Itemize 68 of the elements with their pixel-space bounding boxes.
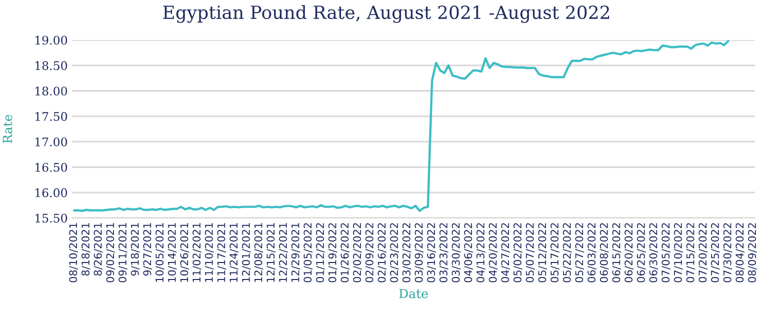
x-tick-label: 03/09/2022: [414, 223, 424, 282]
x-tick-label: 9/18/2021: [130, 223, 140, 276]
x-tick-label: 10/05/2021: [156, 223, 164, 282]
x-tick-label: 10/26/2021: [180, 223, 190, 282]
x-tick-label: 10/14/2021: [168, 223, 177, 282]
y-tick-label: 18.50: [35, 61, 68, 70]
x-tick-label: 07/10/2022: [674, 223, 683, 282]
x-tick-label: 03/16/2022: [427, 223, 436, 282]
x-tick-label: 05/22/2022: [562, 223, 572, 282]
x-tick-label: 08/10/2021: [69, 223, 78, 282]
y-tick-label: 18.00: [35, 86, 68, 96]
x-tick-label: 11/02/2021: [192, 223, 202, 282]
y-tick-label: 15.50: [35, 214, 68, 223]
x-tick-label: 03/30/2022: [452, 223, 461, 282]
x-tick-label: 05/27/2022: [575, 223, 584, 282]
x-tick-label: 11/24/2021: [230, 223, 238, 282]
x-tick-label: 12/22/2021: [278, 223, 288, 282]
x-tick-label: 07/30/2022: [723, 223, 732, 282]
x-tick-label: 12/29/2021: [291, 223, 300, 282]
x-tick-label: 06/20/2022: [624, 223, 634, 282]
x-tick-label: 04/13/2022: [476, 223, 486, 282]
y-tick-label: 16.00: [35, 188, 68, 198]
x-tick-label: 12/08/2021: [254, 223, 264, 282]
y-axis-title: Rate: [2, 114, 12, 144]
x-tick-label: 09/02/2021: [106, 223, 115, 282]
x-tick-label: 8/18/2021: [81, 223, 90, 276]
x-tick-label: 06/03/2022: [588, 223, 596, 282]
x-tick-label: 07/05/2022: [662, 223, 670, 282]
x-tick-label: 08/09/2022: [748, 223, 757, 282]
x-tick-label: 05/17/2022: [550, 223, 560, 282]
x-tick-label: 03/02/2022: [402, 223, 412, 282]
x-tick-label: 02/23/2022: [390, 223, 399, 282]
x-axis-title: Date: [399, 288, 428, 298]
x-tick-label: 07/15/2022: [686, 223, 696, 282]
x-tick-label: 11/17/2021: [217, 223, 226, 282]
x-tick-label: 09/11/2021: [118, 223, 128, 282]
x-tick-label: 06/08/2022: [600, 223, 609, 282]
x-tick-label: 01/12/2022: [316, 223, 325, 282]
chart-title: Egyptian Pound Rate, August 2021 -August 2022: [163, 5, 610, 23]
y-tick-label: 17.50: [35, 112, 68, 121]
x-tick-label: 04/06/2022: [464, 223, 473, 282]
x-tick-label: 05/12/2022: [538, 223, 547, 282]
x-tick-label: 12/01/2021: [242, 223, 251, 282]
x-tick-label: 07/25/2022: [710, 223, 720, 282]
x-tick-label: 02/16/2022: [378, 223, 387, 282]
y-tick-label: 17.00: [35, 137, 68, 146]
x-tick-label: 11/10/2021: [204, 223, 214, 282]
x-tick-label: 12/15/2021: [266, 223, 276, 282]
x-tick-label: 07/20/2022: [698, 223, 708, 282]
x-tick-label: 8/26/2021: [94, 223, 103, 276]
x-tick-label: 06/15/2022: [612, 223, 622, 282]
x-tick-label: 03/23/2022: [439, 223, 448, 282]
x-tick-label: 06/30/2022: [649, 223, 658, 282]
x-tick-label: 05/07/2022: [526, 223, 535, 282]
line-series: [72, 40, 730, 212]
x-tick-label: 9/27/2021: [143, 223, 152, 276]
x-tick-label: 08/04/2022: [736, 223, 744, 282]
x-tick-label: 04/27/2022: [501, 223, 510, 282]
x-tick-label: 01/26/2022: [340, 223, 350, 282]
y-tick-label: 16.50: [35, 162, 68, 172]
x-tick-label: 02/02/2022: [353, 223, 362, 282]
x-tick-label: 01/19/2022: [328, 223, 338, 282]
x-tick-label: 02/09/2022: [365, 223, 374, 282]
x-tick-label: 06/25/2022: [636, 223, 646, 282]
y-tick-label: 19.00: [35, 36, 68, 45]
x-tick-label: 01/05/2022: [304, 223, 312, 282]
x-tick-label: 05/02/2022: [513, 223, 522, 282]
x-tick-label: 04/20/2022: [488, 223, 498, 282]
